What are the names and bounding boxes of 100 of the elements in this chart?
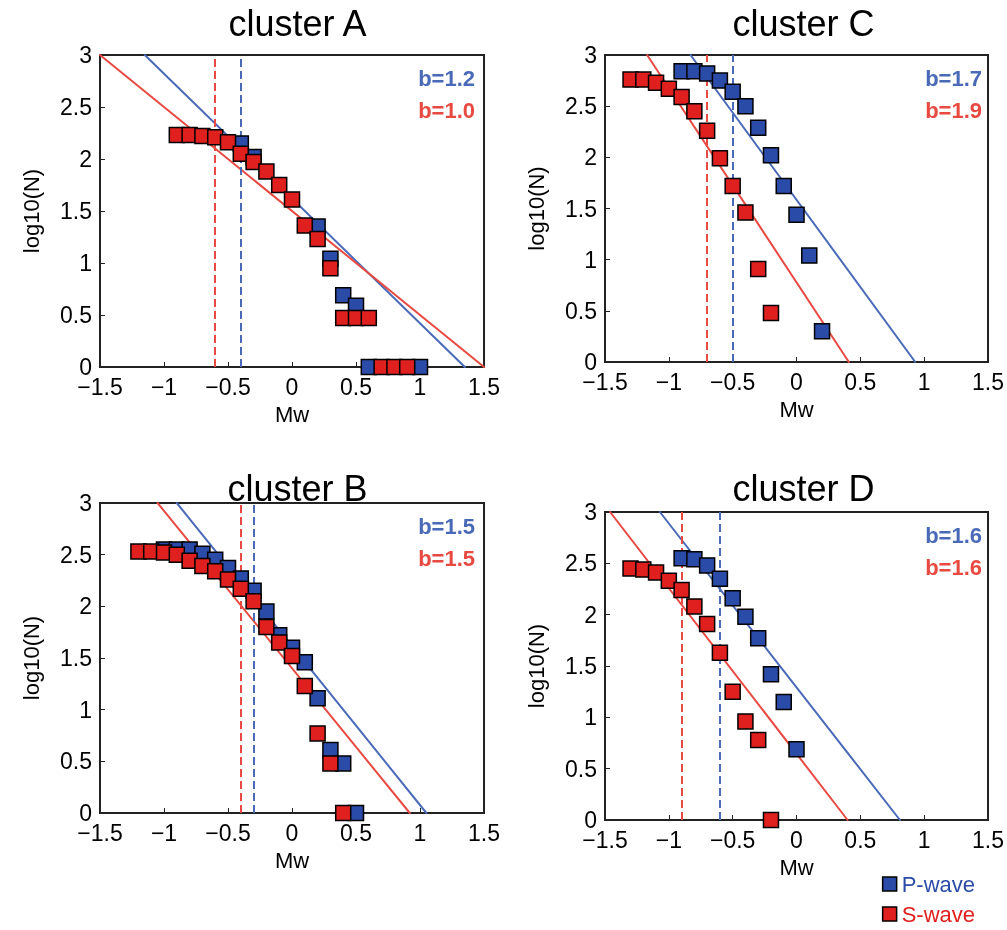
point: [762, 811, 780, 829]
y-tick-label: 1.5: [565, 653, 597, 679]
x-tick-label: −1: [150, 819, 178, 846]
point: [775, 177, 792, 195]
point: [283, 191, 301, 208]
point: [724, 177, 741, 195]
text: b=1.5: [418, 513, 476, 539]
y-tick-label: 1: [79, 250, 92, 276]
point: [762, 665, 780, 683]
point: [698, 615, 716, 633]
point: [296, 677, 314, 695]
x-axis-title: Mw: [274, 847, 310, 873]
point: [737, 608, 754, 625]
x-tick-label: −0.5: [205, 373, 251, 400]
point: [398, 358, 416, 376]
x-tick-label: 0.5: [340, 819, 372, 846]
x-tick-label: −0.5: [709, 826, 756, 853]
y-tick-label: 2: [584, 601, 597, 628]
y-tick-label: 3: [79, 490, 92, 516]
point: [788, 206, 805, 223]
text: b=1.6: [925, 554, 983, 580]
point: [309, 690, 326, 707]
text: b=1.2: [418, 65, 476, 91]
x-tick-label: 1: [413, 373, 427, 400]
x-tick-label: −1: [655, 826, 682, 853]
point: [258, 163, 275, 180]
text: b=1.7: [925, 65, 983, 91]
x-axis-title: Mw: [274, 401, 310, 427]
y-tick-label: 1: [584, 246, 597, 273]
y-tick-label: 0.5: [60, 748, 92, 775]
point: [258, 603, 275, 620]
x-tick-label: 0.5: [844, 368, 877, 395]
y-tick-label: 0.5: [565, 755, 597, 782]
point: [749, 119, 767, 136]
point: [270, 176, 288, 194]
point: [283, 647, 301, 665]
x-tick-label: 1.5: [972, 826, 1005, 853]
point: [737, 713, 754, 730]
y-tick-label: 2.5: [565, 93, 597, 120]
point: [749, 260, 767, 278]
y-tick-label: 1.5: [565, 195, 597, 222]
y-tick-label: 1: [584, 704, 597, 731]
point: [219, 571, 237, 588]
chart-title: cluster B: [227, 467, 368, 509]
point: [711, 150, 729, 167]
x-tick-label: 0: [285, 373, 299, 400]
x-axis-title: Mw: [779, 396, 814, 422]
x-axis-title: Mw: [779, 854, 814, 880]
x-tick-label: −1: [655, 368, 682, 395]
y-tick-label: 3: [79, 42, 92, 68]
chart-title: cluster A: [228, 2, 367, 44]
point: [788, 740, 805, 758]
point: [334, 804, 352, 822]
legend-label: S-wave: [901, 901, 975, 927]
y-tick-label: 0.5: [60, 302, 92, 328]
point: [673, 88, 690, 106]
text: b=1.0: [418, 97, 476, 123]
point: [322, 259, 339, 277]
y-tick-label: 3: [584, 499, 597, 525]
x-tick-label: 0: [790, 826, 803, 853]
point: [724, 589, 741, 607]
x-tick-label: −1: [150, 373, 178, 400]
x-tick-label: 1: [917, 826, 931, 853]
point: [245, 592, 262, 610]
y-tick-label: 1.5: [60, 198, 92, 224]
point: [749, 731, 767, 749]
y-tick-label: 0: [79, 800, 92, 826]
text: b=1.6: [925, 522, 983, 548]
point: [322, 755, 339, 772]
point: [775, 693, 792, 711]
point: [673, 581, 690, 599]
x-tick-label: 0.5: [340, 373, 372, 400]
point: [360, 309, 378, 327]
point: [686, 103, 703, 120]
x-tick-label: −0.5: [709, 368, 756, 395]
chart-title: cluster C: [732, 2, 875, 44]
point: [698, 557, 716, 574]
point: [698, 122, 716, 139]
legend-label: P-wave: [901, 871, 975, 897]
point: [219, 134, 237, 151]
point: [309, 230, 326, 248]
point: [813, 323, 831, 340]
point: [737, 97, 754, 115]
y-axis-title: log10(N): [18, 615, 44, 701]
text: b=1.5: [418, 545, 476, 571]
point: [724, 683, 741, 700]
x-tick-label: 0: [790, 368, 803, 395]
point: [258, 618, 275, 636]
x-tick-label: −0.5: [205, 819, 251, 846]
x-tick-label: 1: [413, 819, 427, 846]
y-tick-label: 3: [584, 42, 597, 68]
point: [270, 634, 288, 651]
x-tick-label: 1.5: [972, 368, 1005, 395]
point: [711, 570, 729, 587]
x-tick-label: 1: [917, 368, 931, 395]
y-axis-title: log10(N): [18, 168, 44, 254]
point: [711, 644, 729, 661]
point: [245, 153, 262, 171]
y-tick-label: 2: [79, 146, 92, 172]
y-tick-label: 2: [584, 144, 597, 171]
